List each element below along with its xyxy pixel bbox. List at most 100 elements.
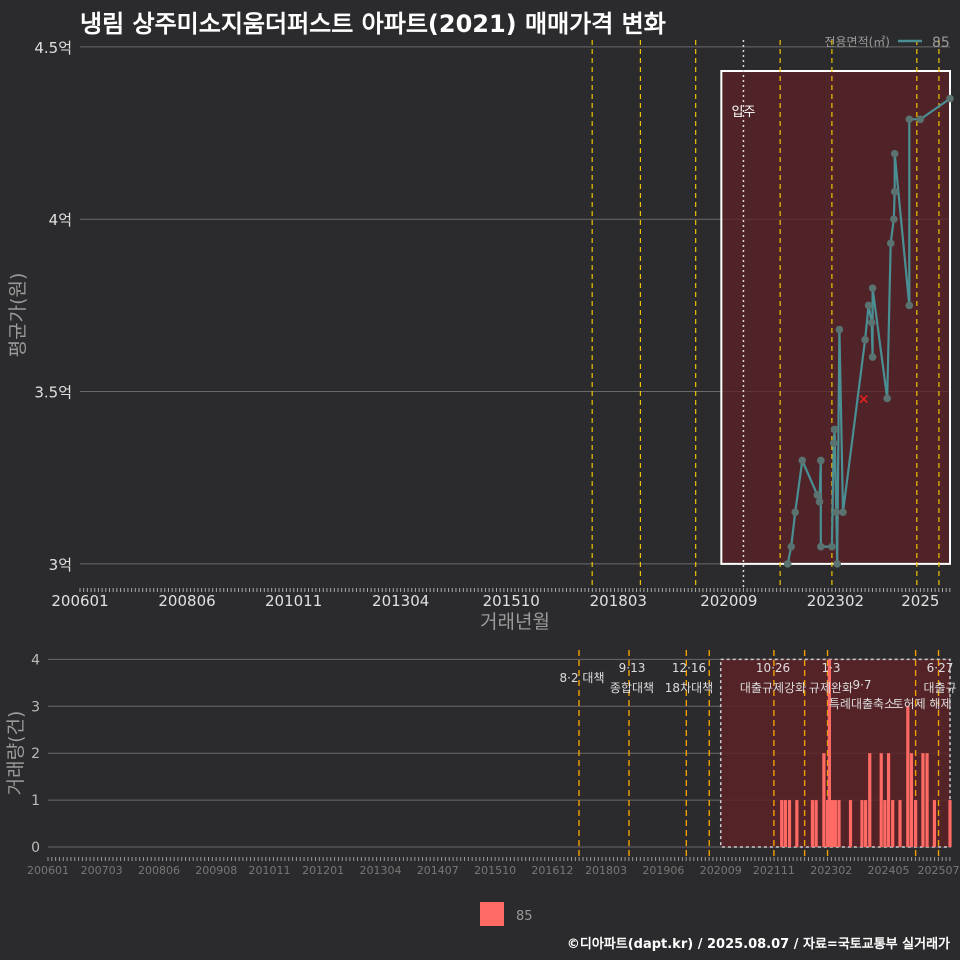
- policy-name-label: 특례대출축소: [829, 697, 895, 711]
- policy-date-label: 9·7: [852, 678, 871, 692]
- volume-bar: [810, 800, 815, 847]
- volume-bar: [780, 800, 784, 847]
- data-point: [798, 456, 807, 465]
- x-tick-label: 201304: [359, 864, 401, 877]
- volume-bar: [909, 753, 914, 847]
- data-point: [868, 353, 877, 361]
- volume-bar: [827, 659, 831, 847]
- data-point: [839, 508, 847, 516]
- x-tick-label: 202009: [700, 592, 757, 610]
- volume-bar: [864, 800, 868, 847]
- policy-date-label: 10·26: [756, 661, 790, 675]
- y-tick-label: 4.5억: [34, 39, 72, 57]
- volume-bar: [914, 800, 918, 847]
- legend-title: 전용면적(㎡): [824, 35, 890, 49]
- data-point: [867, 318, 876, 327]
- y-tick-label: 2: [31, 746, 40, 762]
- data-point: [835, 325, 844, 334]
- policy-name-label: 대출규: [923, 681, 956, 695]
- volume-bar: [883, 800, 887, 847]
- data-point: [828, 542, 836, 551]
- policy-name-label: 종합대책: [610, 680, 654, 695]
- data-point: [815, 498, 824, 506]
- move-in-label: 입주: [731, 105, 755, 120]
- policy-date-label: 9·13: [619, 661, 646, 675]
- x-tick-label: 201906: [642, 864, 684, 877]
- data-point: [833, 560, 842, 568]
- y-tick-label: 4: [31, 652, 40, 668]
- data-point: [946, 94, 954, 103]
- data-point: [890, 187, 899, 196]
- data-point: [829, 439, 838, 448]
- policy-name-label: 18차대책: [665, 680, 713, 695]
- x-tick-label: 200601: [51, 592, 108, 610]
- policy-date-label: 6·27: [927, 661, 954, 675]
- footer-credit: ©디아파트(dapt.kr) / 2025.08.07 / 자료=국토교통부 실…: [566, 937, 950, 952]
- data-point: [883, 394, 891, 403]
- volume-bar: [848, 800, 853, 847]
- x-tick-label: 201011: [265, 592, 322, 610]
- x-axis-title: 거래년월: [480, 611, 550, 633]
- y-axis-title: 거래량(건): [5, 711, 27, 796]
- volume-bar: [860, 800, 864, 847]
- x-tick-label: 2025: [901, 592, 939, 610]
- data-point: [817, 542, 825, 551]
- volume-bar: [831, 800, 835, 847]
- data-point: [905, 301, 914, 310]
- volume-bar: [795, 800, 799, 847]
- data-point: [830, 425, 839, 434]
- y-tick-label: 1: [31, 793, 40, 809]
- volume-bar: [814, 800, 818, 847]
- x-tick-label: 201407: [417, 864, 459, 877]
- x-tick-label: 201011: [248, 864, 290, 877]
- volume-bar: [837, 800, 841, 847]
- volume-bar: [829, 800, 833, 847]
- x-tick-label: 202405: [868, 864, 910, 877]
- policy-name-label: 규제완화: [809, 681, 853, 695]
- data-point: [916, 115, 925, 124]
- x-tick-label: 202302: [810, 864, 852, 877]
- data-point: [890, 215, 898, 224]
- policy-name-label: 8·2 대책: [560, 670, 605, 685]
- legend-label: 85: [516, 909, 533, 924]
- volume-bar: [787, 800, 792, 847]
- data-point: [861, 336, 869, 344]
- x-tick-label: 201304: [372, 592, 429, 610]
- x-tick-label: 201612: [531, 864, 573, 877]
- x-tick-label: 200703: [81, 864, 123, 877]
- data-point: [817, 456, 825, 465]
- policy-name-label: 대출규제강화: [740, 681, 806, 695]
- volume-bar: [825, 800, 830, 847]
- data-point: [905, 115, 914, 124]
- x-tick-label: 200601: [27, 864, 69, 877]
- data-point: [864, 301, 873, 310]
- volume-bar: [868, 753, 872, 847]
- volume-bar: [948, 800, 952, 847]
- volume-bar: [879, 753, 883, 847]
- volume-bar: [783, 800, 787, 847]
- x-tick-label: 202111: [753, 864, 795, 877]
- y-tick-label: 3: [31, 699, 40, 715]
- policy-date-label: 1·3: [821, 661, 840, 675]
- x-tick-label: 200908: [195, 864, 237, 877]
- volume-bar: [925, 753, 929, 847]
- volume-bar: [921, 753, 925, 847]
- data-point: [832, 508, 841, 516]
- y-tick-label: 3억: [49, 556, 72, 574]
- volume-bar: [833, 800, 837, 847]
- policy-name-label: 토허제 해제: [892, 697, 951, 711]
- data-point: [886, 239, 895, 248]
- y-tick-label: 0: [31, 840, 40, 856]
- chart-title: 냉림 상주미소지움더퍼스트 아파트(2021) 매매가격 변화: [80, 10, 666, 38]
- x-tick-label: 201201: [302, 864, 344, 877]
- data-point: [787, 542, 796, 551]
- y-axis-title: 평균가(원): [7, 273, 29, 358]
- x-tick-label: 201803: [585, 864, 627, 877]
- x-tick-label: 201803: [590, 592, 647, 610]
- y-tick-label: 4억: [49, 211, 72, 229]
- legend-swatch: [480, 902, 504, 926]
- volume-bar: [898, 800, 902, 847]
- data-point: [890, 149, 899, 158]
- volume-bar: [886, 753, 891, 847]
